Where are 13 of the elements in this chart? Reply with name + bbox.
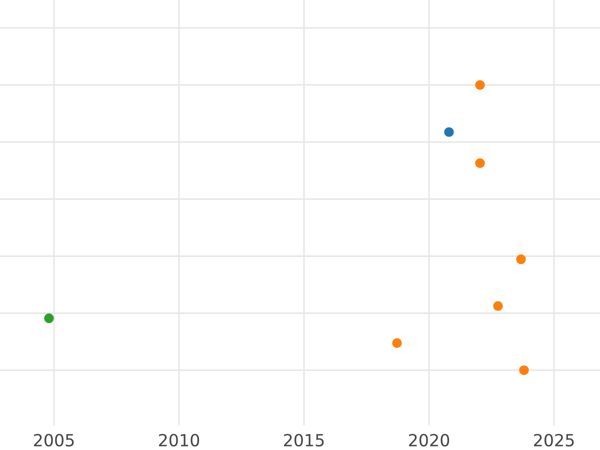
point <box>475 158 485 168</box>
point <box>519 365 529 376</box>
point <box>516 254 526 264</box>
x-tick-label: 2015 <box>284 434 324 446</box>
point <box>475 80 485 90</box>
x-tick-label: 2010 <box>159 434 200 446</box>
point <box>44 313 54 324</box>
x-tick-label: 2005 <box>34 434 74 446</box>
x-tick-label: 2025 <box>534 434 574 446</box>
point <box>493 301 503 311</box>
point <box>392 338 402 348</box>
x-tick-label: 2020 <box>409 434 450 446</box>
point <box>444 127 454 137</box>
